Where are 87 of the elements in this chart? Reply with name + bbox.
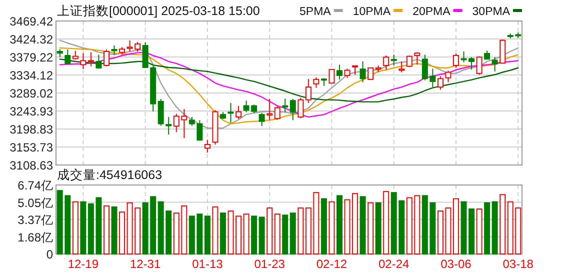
candlestick [383, 54, 390, 70]
candlestick [166, 116, 172, 136]
candlestick [336, 64, 342, 80]
y-tick-label: 3334.12 [10, 68, 54, 82]
bar [274, 214, 280, 254]
candlestick [360, 60, 366, 83]
x-tick-label: 12-31 [130, 257, 161, 271]
x-tick-label: 01-13 [192, 257, 224, 271]
y-tick-label: 0 [46, 248, 54, 262]
candlestick [398, 60, 405, 73]
bar [383, 191, 390, 254]
candlestick [88, 52, 94, 67]
candlestick [204, 139, 210, 153]
candlestick [96, 54, 102, 70]
bar [243, 214, 250, 254]
y-tick-label: 6.74亿 [18, 178, 53, 192]
candlestick [64, 49, 71, 66]
y-tick-label: 3.37亿 [18, 213, 53, 227]
bar [220, 212, 226, 254]
y-tick-label: 3198.83 [10, 122, 54, 136]
candlestick [158, 98, 164, 126]
chart-title: 上证指数[000001] 2025-03-18 15:00 [57, 4, 260, 18]
bar [320, 198, 327, 254]
y-tick-label: 3108.63 [10, 158, 54, 172]
y-tick-label: 3153.73 [10, 140, 54, 154]
y-tick-label: 3469.42 [10, 14, 54, 28]
bar [119, 212, 126, 254]
legend-label: 5PMA [300, 6, 332, 18]
candlestick [236, 105, 242, 120]
candlestick [111, 45, 118, 56]
bar [251, 216, 258, 254]
bar [368, 202, 374, 254]
bar [72, 201, 78, 254]
x-tick-label: 02-12 [316, 257, 348, 271]
bar [80, 201, 86, 254]
x-tick-label: 03-18 [502, 257, 534, 271]
bar [111, 206, 118, 254]
candlestick [305, 78, 312, 104]
bar [266, 207, 273, 254]
bar [290, 212, 296, 254]
y-tick-label: 3379.22 [10, 50, 54, 64]
bar [212, 206, 218, 254]
candlestick [476, 56, 482, 76]
candlestick [274, 106, 280, 120]
candlestick [344, 68, 350, 78]
x-tick-label: 02-24 [378, 257, 410, 271]
bar [258, 216, 265, 254]
candlestick [313, 76, 320, 88]
candlestick [452, 52, 459, 68]
bar [484, 202, 490, 254]
bar [328, 201, 335, 254]
legend-label: 20PMA [412, 6, 451, 18]
bar [103, 205, 110, 254]
candlestick [390, 54, 397, 66]
candlestick [282, 98, 288, 113]
legend-label: 30PMA [472, 6, 510, 18]
candlestick [80, 52, 86, 70]
bar [375, 202, 382, 254]
x-tick-label: 03-06 [440, 257, 472, 271]
bar [360, 196, 366, 254]
y-tick-label: 3289.02 [10, 86, 54, 100]
bar [298, 207, 304, 254]
candlestick [500, 39, 506, 64]
y-tick-label: 1.68亿 [18, 230, 53, 244]
candlestick [266, 98, 273, 120]
y-tick-label: 3243.93 [10, 104, 54, 118]
candlestick [298, 97, 304, 119]
candlestick [492, 56, 498, 72]
bar [476, 208, 482, 254]
y-tick-label: 5.05亿 [18, 196, 53, 210]
bar [452, 198, 459, 254]
y-tick-label: 3424.32 [10, 32, 54, 46]
candlestick [290, 98, 296, 121]
bar [204, 216, 210, 254]
candlestick [228, 102, 234, 124]
x-tick-label: 01-23 [254, 257, 286, 271]
legend-label: 10PMA [352, 6, 391, 18]
bar [282, 214, 288, 254]
x-tick-label: 12-19 [68, 257, 99, 271]
chart-title: 成交量:454916063 [57, 167, 162, 182]
bar [500, 194, 506, 254]
bar [492, 201, 498, 254]
candlestick [328, 68, 335, 84]
candlestick [414, 52, 420, 66]
candlestick [258, 112, 265, 127]
bar [336, 195, 342, 254]
candlestick [103, 49, 110, 67]
